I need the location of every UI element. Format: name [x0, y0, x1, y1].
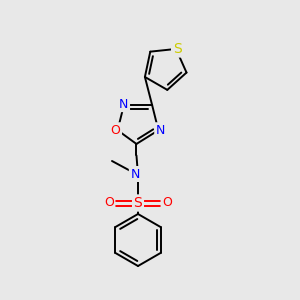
Text: O: O [162, 196, 172, 209]
Text: N: N [130, 167, 140, 181]
Text: O: O [111, 124, 121, 137]
Text: N: N [119, 98, 128, 111]
Text: S: S [134, 196, 142, 210]
Text: N: N [156, 124, 165, 137]
Text: O: O [104, 196, 114, 209]
Text: S: S [172, 42, 182, 56]
